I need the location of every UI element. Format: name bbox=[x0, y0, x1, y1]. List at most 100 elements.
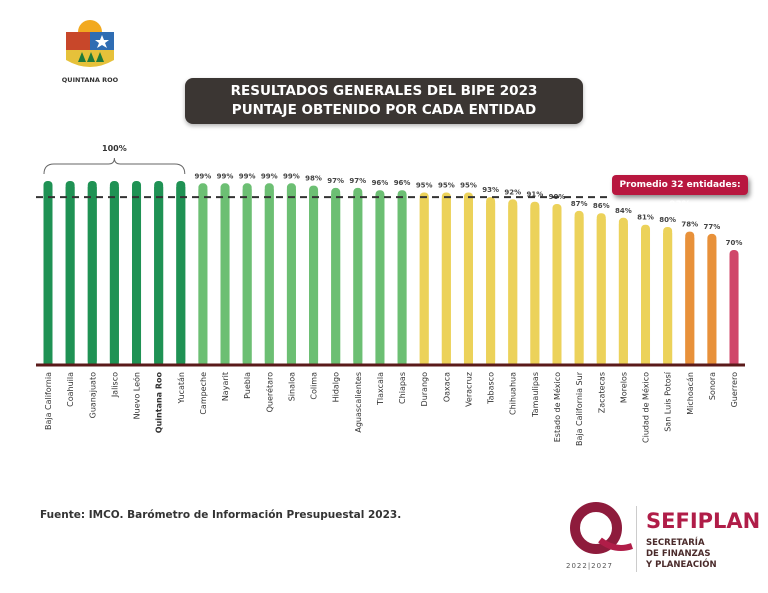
category-label: Campeche bbox=[199, 372, 208, 415]
data-label: 84% bbox=[615, 207, 632, 215]
bar-body bbox=[596, 219, 606, 365]
category-label: Jalisco bbox=[110, 372, 119, 398]
data-label: 95% bbox=[416, 182, 433, 190]
data-label: 93% bbox=[482, 186, 499, 194]
category-label: Puebla bbox=[243, 372, 252, 399]
bar-body bbox=[87, 187, 97, 365]
category-label: Querétaro bbox=[264, 372, 274, 412]
category-label: Chihuahua bbox=[509, 372, 518, 415]
category-label: Tabasco bbox=[487, 372, 496, 405]
data-label: 87% bbox=[571, 200, 588, 208]
bar-body bbox=[375, 196, 385, 365]
bar-body bbox=[242, 189, 252, 365]
data-label: 91% bbox=[526, 191, 543, 199]
category-label: Tlaxcala bbox=[376, 372, 385, 406]
data-label: 99% bbox=[239, 172, 256, 180]
category-label: Ciudad de México bbox=[641, 372, 651, 443]
bar-body bbox=[43, 187, 53, 365]
group-brace bbox=[43, 157, 186, 175]
category-label: Guerrero bbox=[730, 372, 739, 407]
source-note: Fuente: IMCO. Barómetro de Información P… bbox=[40, 509, 402, 521]
average-badge: Promedio 32 entidades: 93% bbox=[612, 175, 748, 210]
years-label: 2022|2027 bbox=[566, 562, 613, 570]
brand-name: SEFIPLAN bbox=[646, 509, 761, 533]
bar-body bbox=[331, 193, 341, 365]
bar-body bbox=[663, 233, 673, 365]
brand-sub-3: Y PLANEACIÓN bbox=[646, 560, 717, 570]
bar-body bbox=[419, 198, 429, 365]
brand-subtitle: SECRETARÍA DE FINANZAS Y PLANEACIÓN bbox=[646, 538, 717, 571]
category-label: Hidalgo bbox=[332, 372, 341, 403]
bar-body bbox=[552, 210, 562, 365]
data-label: 70% bbox=[726, 239, 743, 247]
data-label: 96% bbox=[394, 179, 411, 187]
data-label: 98% bbox=[305, 175, 322, 183]
category-label: San Luis Potosí bbox=[664, 371, 673, 432]
data-label: 96% bbox=[372, 179, 389, 187]
category-label: Sonora bbox=[708, 372, 717, 400]
bar-body bbox=[508, 205, 518, 365]
data-label: 80% bbox=[659, 216, 676, 224]
group-label: 100% bbox=[102, 144, 127, 153]
quintana-roo-logo: QUINTANA ROO bbox=[62, 20, 119, 84]
category-label: Durango bbox=[420, 372, 429, 407]
data-label: 81% bbox=[637, 214, 654, 222]
category-label: Baja California bbox=[44, 372, 53, 430]
bar-body bbox=[65, 187, 75, 365]
logo-text: QUINTANA ROO bbox=[62, 76, 119, 84]
category-label: Nuevo León bbox=[132, 372, 142, 419]
bar-body bbox=[441, 198, 451, 365]
brand-sub-1: SECRETARÍA bbox=[646, 538, 705, 548]
category-label: Guanajuato bbox=[88, 372, 97, 418]
sefiplan-logo: 2022|2027 SEFIPLAN SECRETARÍA DE FINANZA… bbox=[560, 500, 760, 580]
bar-body bbox=[264, 189, 274, 365]
bar-body bbox=[109, 187, 119, 365]
brand-sub-2: DE FINANZAS bbox=[646, 549, 711, 559]
bar-body bbox=[530, 207, 540, 365]
title-line-2: PUNTAJE OBTENIDO POR CADA ENTIDAD bbox=[231, 102, 537, 118]
category-label: Chiapas bbox=[398, 372, 407, 404]
bar-body bbox=[707, 239, 717, 365]
category-label: Veracruz bbox=[464, 372, 473, 407]
data-label: 77% bbox=[704, 223, 721, 231]
data-label: 92% bbox=[504, 188, 521, 196]
category-label: Colima bbox=[310, 372, 319, 400]
bar-body bbox=[132, 187, 142, 365]
bar-body bbox=[397, 196, 407, 365]
category-label: Morelos bbox=[619, 372, 628, 403]
bar-body bbox=[685, 237, 695, 365]
data-label: 99% bbox=[283, 172, 300, 180]
data-label: 99% bbox=[261, 172, 278, 180]
category-label: Tamaulipas bbox=[531, 372, 540, 418]
bar-body bbox=[176, 187, 186, 365]
bar-chart: Baja California Coahuila Guanajuato Jalisco… bbox=[36, 144, 745, 446]
category-label: Coahuila bbox=[66, 372, 75, 407]
category-label: Nayarit bbox=[221, 372, 230, 401]
data-label: 99% bbox=[195, 172, 212, 180]
bar-body bbox=[309, 191, 319, 365]
data-label: 97% bbox=[349, 177, 366, 185]
bar-body bbox=[463, 198, 473, 365]
category-label: Aguascalientes bbox=[354, 372, 363, 433]
bar-body bbox=[154, 187, 164, 365]
data-label: 86% bbox=[593, 202, 610, 210]
data-label: 99% bbox=[217, 172, 234, 180]
bar-body bbox=[286, 189, 296, 365]
bar-body bbox=[618, 223, 628, 365]
data-label: 95% bbox=[460, 182, 477, 190]
data-label: 78% bbox=[681, 221, 698, 229]
category-label: Oaxaca bbox=[442, 372, 451, 402]
divider bbox=[636, 506, 637, 572]
category-label: Michoacán bbox=[686, 372, 695, 415]
bar-body bbox=[486, 203, 496, 365]
category-label: Estado de México bbox=[552, 372, 562, 442]
bar-body bbox=[574, 216, 584, 365]
q-logo-icon bbox=[570, 502, 633, 554]
bar-body bbox=[198, 189, 208, 365]
title-line-1: RESULTADOS GENERALES DEL BIPE 2023 bbox=[230, 83, 538, 99]
category-label: Quintana Roo bbox=[155, 371, 164, 433]
category-label: Sinaloa bbox=[287, 372, 296, 401]
chart-title: RESULTADOS GENERALES DEL BIPE 2023 PUNTA… bbox=[185, 78, 583, 124]
category-label: Zacatecas bbox=[597, 372, 606, 413]
